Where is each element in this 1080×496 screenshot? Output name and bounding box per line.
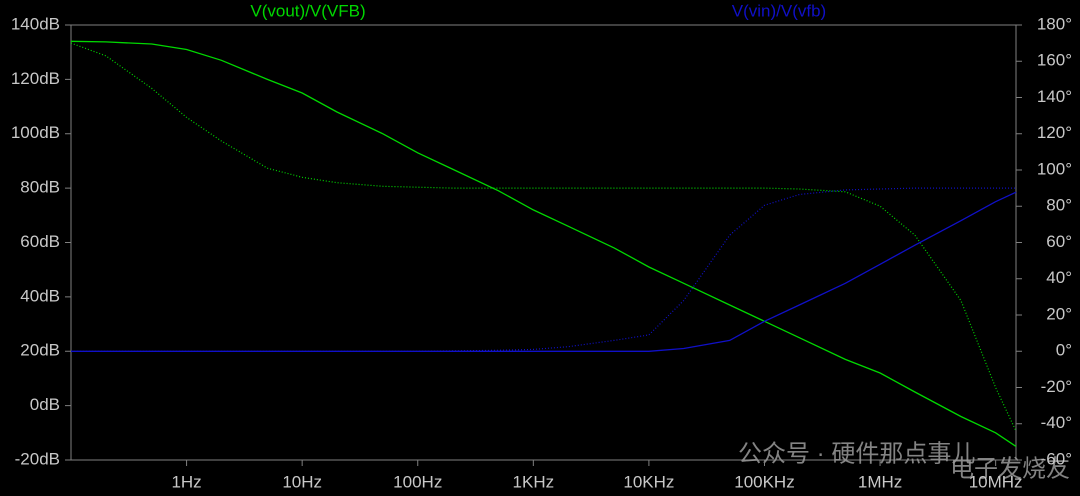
y2-tick-label: 180° [1037,14,1072,33]
x-tick-label: 100KHz [734,472,794,491]
x-tick-label: 100Hz [393,472,442,491]
y-tick-label: 60dB [20,232,60,251]
y2-tick-label: 20° [1046,304,1072,323]
y2-tick-label: 60° [1046,232,1072,251]
y2-tick-label: -60° [1041,449,1072,468]
legend-entry: V(vout)/V(VFB) [250,1,365,20]
legend-entry: V(vin)/V(vfb) [732,1,826,20]
y2-tick-label: 160° [1037,51,1072,70]
x-tick-label: 10Hz [282,472,322,491]
watermark: 电子发烧友 [950,455,1070,482]
x-tick-label: 1MHz [858,472,902,491]
x-tick-label: 1Hz [171,472,201,491]
y2-tick-label: 100° [1037,159,1072,178]
y2-tick-label: 0° [1056,341,1072,360]
magnitude-line [71,191,1017,352]
x-tick-label: 1KHz [513,472,555,491]
magnitude-line [70,40,1017,447]
y2-tick-label: 40° [1046,268,1072,287]
y2-tick-label: 140° [1037,87,1072,106]
x-tick-label: 10KHz [623,472,674,491]
y-tick-label: 40dB [20,286,60,305]
y-tick-label: 120dB [11,69,60,88]
phase-line [71,187,1016,352]
phase-line [70,42,1017,432]
y2-tick-label: 80° [1046,196,1072,215]
y2-tick-label: -20° [1041,377,1072,396]
y2-tick-label: -40° [1041,413,1072,432]
y-tick-label: 20dB [20,341,60,360]
y-tick-label: 100dB [11,123,60,142]
y-tick-label: -20dB [15,449,60,468]
watermark: 公众号 · 硬件那点事儿 [738,440,975,467]
plot-frame [70,24,1017,461]
y-tick-label: 0dB [30,395,60,414]
y2-tick-label: 120° [1037,123,1072,142]
y-tick-label: 80dB [20,178,60,197]
y-tick-label: 140dB [11,14,60,33]
x-tick-label: 10MHz [969,472,1023,491]
